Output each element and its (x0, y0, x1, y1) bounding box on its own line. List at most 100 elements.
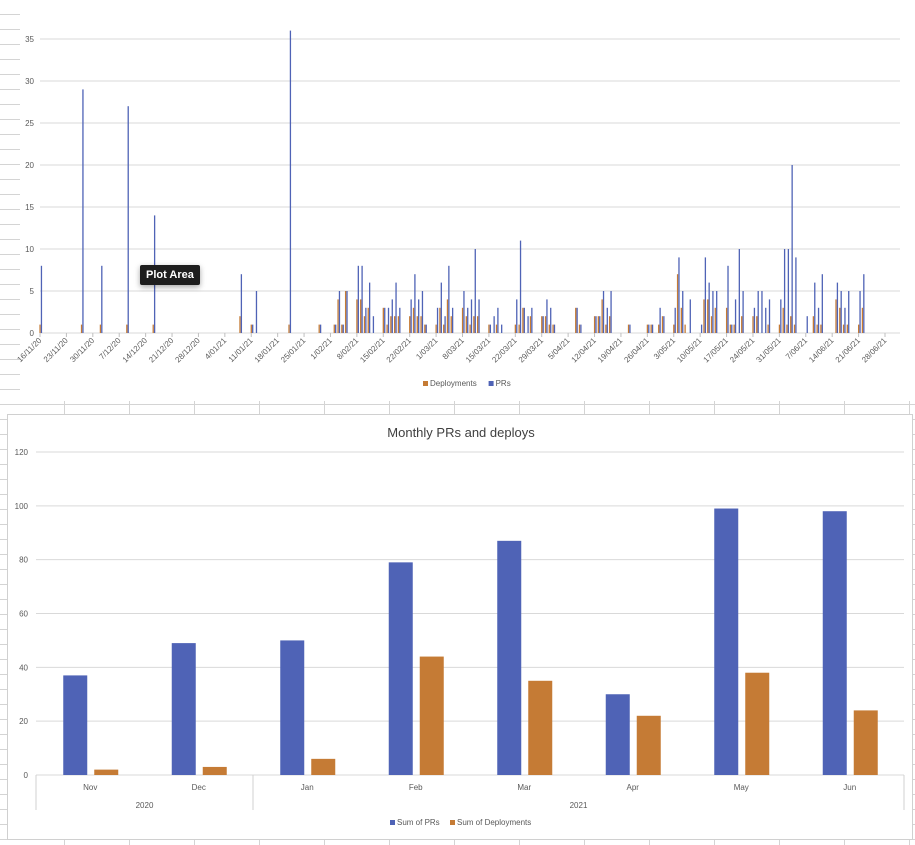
prs-bar (836, 282, 839, 333)
y-tick-label: 0 (30, 329, 35, 338)
prs-bar (448, 265, 450, 333)
prs-bar (368, 282, 371, 333)
deployments-bar (609, 316, 611, 333)
deployments-bar (725, 307, 728, 333)
prs-bar (651, 324, 654, 333)
deployments-bar (528, 680, 553, 775)
deployments-bar (650, 324, 652, 333)
deployments-bar (202, 766, 227, 775)
deployments-bar (409, 316, 411, 333)
prs-bar (425, 324, 427, 333)
deployments-bar (601, 299, 603, 333)
x-tick-label: 1/02/21 (309, 336, 335, 362)
y-tick-label: 10 (25, 245, 34, 254)
deployments-bar (390, 316, 392, 333)
prs-bar (388, 562, 413, 775)
deployments-bar (420, 316, 422, 333)
deployments-bar (488, 324, 490, 333)
prs-bar (346, 291, 348, 333)
year-label: 2021 (570, 801, 588, 810)
prs-bar (712, 291, 714, 333)
prs-bar (814, 282, 816, 333)
legend-label-deployments: Deployments (430, 379, 477, 388)
deployments-bar (820, 324, 822, 333)
deployments-bar (707, 299, 709, 333)
prs-bar (817, 307, 820, 333)
x-tick-label: 23/11/20 (42, 336, 70, 364)
prs-bar (319, 324, 322, 333)
deployments-bar (782, 307, 784, 333)
deployments-bar (710, 316, 713, 333)
x-tick-label: 26/04/21 (622, 336, 651, 365)
deployments-bar (152, 324, 154, 333)
x-tick-label: 15/02/21 (358, 336, 387, 365)
deployments-bar (473, 316, 475, 333)
x-tick-label: 29/03/21 (517, 336, 546, 365)
x-tick-label: 24/05/21 (728, 336, 757, 365)
deployments-bar (363, 316, 366, 333)
deployments-bar (714, 307, 716, 333)
prs-bar (470, 299, 473, 333)
deployments-bar (842, 324, 845, 333)
prs-bar (708, 282, 710, 333)
deployments-bar (627, 324, 630, 333)
deployments-bar (703, 299, 705, 333)
legend-swatch-prs (488, 381, 494, 386)
deployments-bar (461, 307, 464, 333)
deployments-bar (393, 316, 396, 333)
x-tick-label: 14/12/20 (121, 336, 150, 365)
prs-bar (859, 291, 861, 333)
deployments-bar (39, 324, 41, 333)
deployments-bar (786, 324, 788, 333)
deployments-bar (853, 710, 878, 775)
deployments-bar (311, 758, 336, 775)
prs-bar (716, 291, 718, 333)
daily-prs-deployments-chart[interactable]: 0 5 10 15 20 25 30 35 16/11/20 23/11/20 30/11/20 7/… (15, 0, 915, 401)
prs-bar (689, 299, 691, 333)
deployments-bar (356, 299, 358, 333)
x-tick-label: 19/04/21 (596, 336, 625, 365)
prs-bar (342, 324, 344, 333)
prs-bar (840, 291, 842, 333)
prs-bar (783, 249, 786, 333)
prs-bar (255, 291, 258, 333)
deployments-bar (495, 324, 498, 333)
prs-bar (822, 511, 847, 775)
deployments-bar (514, 324, 517, 333)
y-tick-label: 15 (25, 203, 34, 212)
deployments-bar (575, 307, 577, 333)
prs-bar (440, 282, 442, 333)
prs-bar (387, 307, 390, 333)
category-label: Dec (192, 783, 206, 792)
x-tick-label: 12/04/21 (570, 336, 599, 365)
prs-bar (399, 307, 401, 333)
prs-bar (101, 265, 103, 333)
deployments-bar (288, 324, 290, 333)
x-tick-label: 3/05/21 (652, 336, 678, 362)
deployments-bar (658, 324, 660, 333)
prs-bar (467, 307, 469, 333)
y-tick-label: 60 (19, 610, 28, 619)
y-tick-label: 25 (25, 119, 34, 128)
prs-bar (418, 299, 420, 333)
x-tick-label: 18/01/21 (253, 336, 282, 365)
deployments-bar (382, 307, 384, 333)
prs-bar (791, 165, 793, 333)
prs-bar (497, 540, 522, 775)
monthly-prs-deploys-chart[interactable]: Monthly PRs and deploys 0 20 40 60 80 100 120 N… (7, 414, 913, 840)
prs-bar (40, 265, 43, 333)
deployments-bar (360, 299, 362, 333)
prs-bar (674, 307, 676, 333)
deployments-bar (752, 316, 754, 333)
x-tick-label: 17/05/21 (702, 336, 731, 365)
x-tick-label: 21/06/21 (834, 336, 863, 365)
deployments-bar (839, 307, 841, 333)
deployments-bar (684, 324, 686, 333)
prs-bar (516, 299, 518, 333)
prs-bar (602, 291, 605, 333)
category-label: Mar (517, 783, 531, 792)
prs-bar (753, 307, 756, 333)
prs-bar (365, 307, 367, 333)
deployments-bar (386, 324, 388, 333)
